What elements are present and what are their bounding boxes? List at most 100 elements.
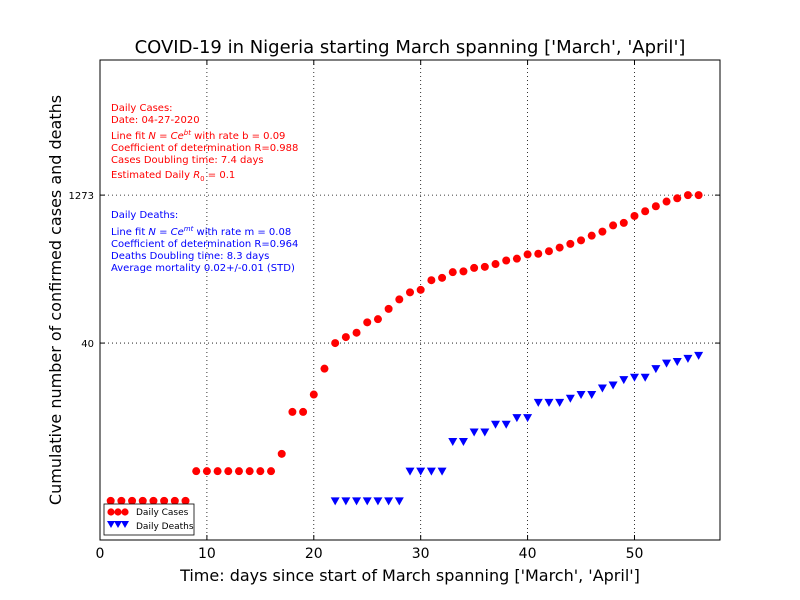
deaths-point [576,391,586,400]
deaths-point [640,373,650,382]
deaths-point [437,467,447,476]
cases-point [117,496,126,505]
chart-title: COVID-19 in Nigeria starting March spann… [135,37,686,58]
cases-point [267,467,276,476]
deaths-point [352,497,362,506]
deaths-fit-formula: N = Ce [148,227,183,238]
cases-point [363,318,372,327]
cases-series [106,191,703,505]
y-tick-label: 1273 [69,191,94,202]
cases-point [577,236,586,245]
deaths-point [683,354,693,363]
grid [100,60,720,540]
cases-r0-value: = 0.1 [205,170,236,181]
deaths-point [405,467,415,476]
deaths-point [330,497,340,506]
cases-point [598,227,607,236]
deaths-fit-rate: m = 0.08 [244,227,291,238]
axis-ticks: 0 10 20 30 40 50 40 1273 [69,60,720,562]
cases-annotation-fit: Line fit N = Cebt with rate b = 0.09 [111,129,285,142]
deaths-annotation-fit: Line fit N = Cemt with rate m = 0.08 [111,225,291,238]
y-axis-label: Cumulative number of confirmed cases and… [46,95,65,505]
deaths-point [394,497,404,506]
cases-point [395,295,404,304]
cases-point [160,496,169,505]
deaths-fit-prefix: Line fit [111,227,148,238]
legend-deaths-marker [107,521,129,528]
deaths-point [629,373,639,382]
cases-fit-prefix: Line fit [111,131,148,142]
cases-point [427,276,436,285]
cases-point [491,260,500,269]
cases-annotation-date: Date: 04-27-2020 [111,115,200,126]
cases-point [641,207,650,216]
cases-point [213,467,222,476]
deaths-point [362,497,372,506]
cases-point [555,243,564,252]
deaths-point [458,438,468,447]
deaths-fit-exponent: mt [184,225,194,233]
deaths-annotation: Daily Deaths: Line fit N = Cemt with rat… [111,210,298,274]
cases-point [170,496,179,505]
x-axis-label: Time: days since start of March spanning… [179,566,640,585]
legend-cases-marker [107,508,129,516]
cases-point [373,315,382,324]
cases-annotation: Daily Cases: Date: 04-27-2020 Line fit N… [111,103,298,183]
cases-point [512,254,521,263]
cases-point [202,467,211,476]
cases-point [181,496,190,505]
deaths-point [544,398,554,407]
deaths-point [672,358,682,366]
cases-point [224,467,233,476]
deaths-point [501,420,511,429]
deaths-point [694,351,704,360]
deaths-annotation-heading: Daily Deaths: [111,210,178,221]
cases-point [662,197,671,206]
cases-point [438,273,447,282]
legend-cases-label: Daily Cases [136,508,189,518]
deaths-point [565,394,575,403]
x-tick-label: 50 [626,546,644,562]
cases-point [149,496,158,505]
deaths-point [491,420,501,429]
cases-point [106,496,115,505]
cases-point [619,218,628,227]
cases-fit-formula: N = Ce [148,131,183,142]
cases-point [502,256,511,265]
deaths-point [469,428,479,437]
deaths-point [533,398,543,407]
plot-area [99,59,721,541]
legend-deaths-label: Daily Deaths [136,522,194,532]
cases-r0-sub: 0 [200,175,204,183]
deaths-point [651,365,661,374]
deaths-point [416,467,426,476]
deaths-point [480,428,490,437]
deaths-point [448,438,458,447]
cases-point [352,328,361,337]
deaths-fit-mid: with rate [193,227,244,238]
deaths-point [384,497,394,506]
cases-annotation-r0: Estimated Daily R0 = 0.1 [111,170,235,183]
cases-point [544,247,553,256]
cases-point [245,467,254,476]
cases-annotation-r: Coefficient of determination R=0.988 [111,143,298,154]
legend: Daily Cases Daily Deaths [103,503,195,536]
cases-point [406,288,414,297]
cases-point [192,467,201,476]
cases-point [470,263,479,272]
cases-point [256,467,265,476]
x-tick-label: 20 [305,546,323,562]
cases-r0-symbol: R [193,170,200,181]
cases-point [448,268,457,277]
cases-point [694,191,703,200]
deaths-point [341,497,351,506]
cases-fit-rate: b = 0.09 [242,131,285,142]
x-tick-label: 10 [198,546,216,562]
cases-point [384,304,393,313]
y-tick-label: 40 [81,339,94,350]
deaths-annotation-doubling: Deaths Doubling time: 8.3 days [111,251,269,262]
x-tick-label: 30 [412,546,430,562]
cases-point [138,496,147,505]
cases-point [609,221,618,230]
